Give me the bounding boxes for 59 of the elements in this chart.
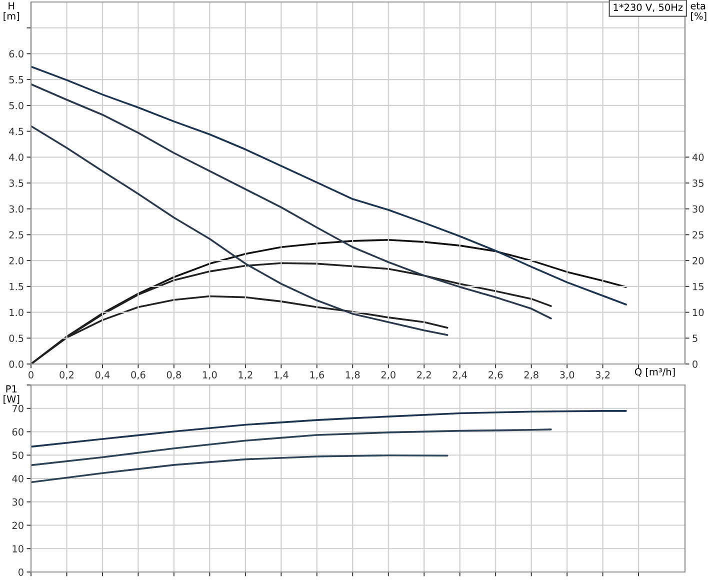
- x-tick-label: 2,0: [381, 371, 396, 380]
- y-tick-label: 0.5: [9, 334, 24, 342]
- line-series: [31, 66, 627, 306]
- y-tick-label: 4.0: [9, 154, 24, 161]
- x-tick-label: 2,4: [452, 371, 468, 380]
- y2-tick-label: 40: [692, 154, 704, 161]
- y2-tick-label: 25: [692, 231, 704, 239]
- x-tick-label: 1,6: [310, 371, 324, 380]
- line-series: [31, 410, 627, 448]
- y-tick-label: 30: [12, 498, 24, 506]
- x-axis-title: Q [m³/h]: [634, 368, 675, 377]
- y-tick-label: 2.5: [9, 231, 24, 239]
- x-tick-label: 2,8: [524, 371, 538, 380]
- x-tick-label: 2,2: [417, 371, 431, 380]
- y-tick-label: 60: [12, 428, 24, 436]
- line-series: [31, 238, 627, 364]
- y-tick-label: 0: [18, 568, 24, 576]
- y-tick-label: 10: [12, 545, 24, 552]
- y-tick-label: 3.0: [9, 205, 24, 213]
- line-series: [31, 83, 552, 320]
- x-tick-label: 0,4: [95, 371, 110, 380]
- y-tick-label: 3.5: [9, 179, 24, 187]
- y-tick-label: 2.0: [9, 257, 24, 264]
- x-tick-label: 0,6: [131, 371, 146, 380]
- x-tick-label: 0,8: [166, 371, 182, 380]
- y-tick-label: 4.5: [9, 128, 24, 136]
- y2-tick-label: 20: [692, 257, 704, 264]
- x-tick-label: 1,2: [238, 371, 252, 380]
- x-tick-label: 0,2: [60, 371, 74, 380]
- y-tick-label: 5.0: [9, 102, 24, 110]
- y2-tick-label: 10: [693, 308, 704, 316]
- y-tick-label: 0.0: [9, 360, 24, 368]
- line-series: [31, 428, 552, 466]
- y2-tick-label: 5: [692, 334, 698, 342]
- x-tick-label: 3,2: [596, 371, 610, 380]
- y2-tick-label: 35: [692, 179, 704, 187]
- y2-tick-label: 15: [693, 283, 704, 290]
- y-tick-label: 5.5: [9, 76, 24, 84]
- y-tick-label: 20: [12, 522, 24, 530]
- annotation: 1*230 V, 50Hz: [614, 4, 683, 12]
- y-tick-label: 1.5: [10, 283, 24, 290]
- y-tick-label: 70: [12, 404, 24, 412]
- x-tick-label: 1,0: [203, 371, 217, 380]
- y-axis-title: P1 [W]: [4, 385, 20, 404]
- x-tick-label: 3,0: [560, 371, 574, 380]
- x-tick-label: 1,8: [346, 371, 360, 380]
- y-tick-label: 40: [12, 474, 24, 482]
- line-series: [31, 125, 448, 336]
- x-tick-label: 2,6: [488, 371, 503, 380]
- line-series: [31, 454, 448, 484]
- y-tick-label: 6.0: [9, 50, 24, 58]
- y2-tick-label: 30: [692, 205, 704, 213]
- y-axis-title: H [m]: [4, 2, 20, 21]
- y-tick-label: 1.0: [10, 308, 24, 316]
- y-tick-label: 50: [12, 452, 24, 459]
- y2-tick-label: 0: [692, 360, 698, 368]
- x-tick-label: 1,4: [274, 371, 288, 380]
- x-tick-label: 0: [28, 371, 34, 378]
- y2-axis-title: eta [%]: [690, 2, 706, 21]
